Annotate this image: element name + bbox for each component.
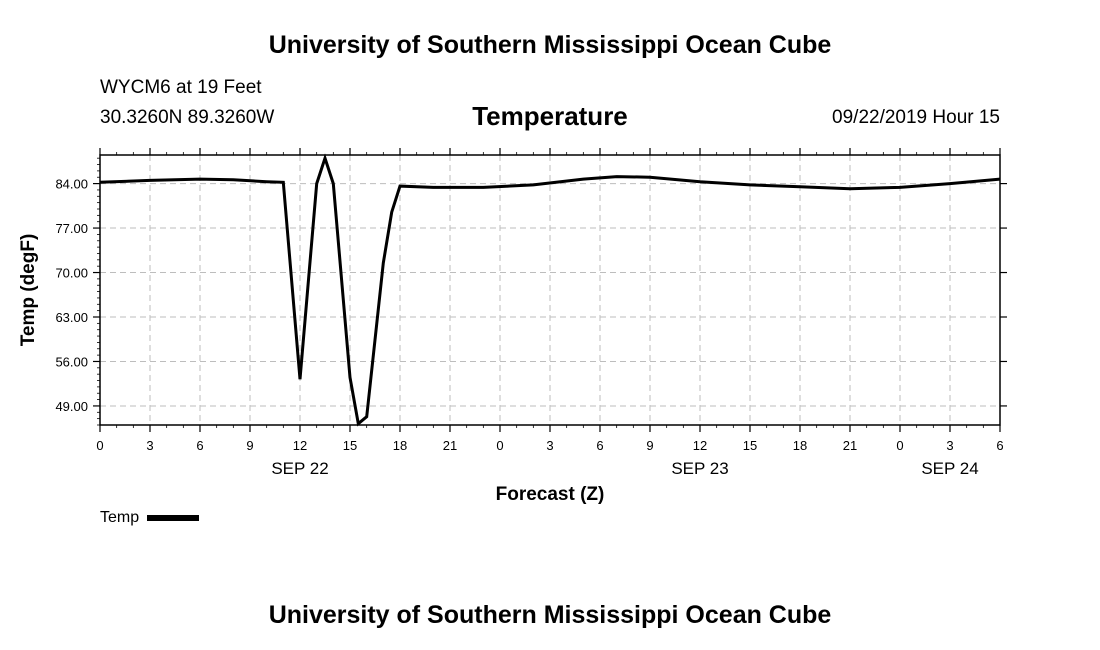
y-tick-label: 70.00 — [55, 266, 88, 281]
x-tick-label: 3 — [946, 438, 953, 453]
y-tick-label: 49.00 — [55, 399, 88, 414]
x-tick-label: 3 — [146, 438, 153, 453]
station-label: WYCM6 at 19 Feet — [100, 77, 262, 98]
x-tick-label: 15 — [743, 438, 757, 453]
x-tick-label: 3 — [546, 438, 553, 453]
x-tick-label: 12 — [693, 438, 707, 453]
chart-title-bottom: University of Southern Mississippi Ocean… — [268, 601, 832, 629]
y-axis-title: Temp (degF) — [18, 234, 39, 347]
y-tick-label: 84.00 — [55, 177, 88, 192]
x-tick-label: 0 — [96, 438, 103, 453]
x-tick-label: 0 — [496, 438, 503, 453]
day-label: SEP 22 — [271, 459, 328, 478]
x-tick-label: 18 — [793, 438, 807, 453]
x-tick-label: 9 — [646, 438, 653, 453]
grid — [99, 155, 1001, 425]
forecast-datetime: 09/22/2019 Hour 15 — [832, 107, 1000, 128]
x-tick-label: 18 — [393, 438, 407, 453]
chart-title-top: University of Southern Mississippi Ocean… — [268, 31, 832, 59]
x-tick-label: 9 — [246, 438, 253, 453]
coordinates-label: 30.3260N 89.3260W — [100, 107, 275, 128]
y-tick-label: 63.00 — [55, 310, 88, 325]
y-tick-label: 56.00 — [55, 354, 88, 369]
legend-swatch-temp — [147, 515, 200, 521]
day-labels: SEP 22 SEP 23 SEP 24 — [271, 459, 978, 478]
chart-subtitle: Temperature — [472, 101, 628, 131]
y-axis: 49.00 56.00 63.00 70.00 77.00 84.00 — [55, 157, 1007, 426]
x-tick-label: 6 — [996, 438, 1003, 453]
x-tick-label: 0 — [896, 438, 903, 453]
x-axis-title: Forecast (Z) — [496, 484, 605, 505]
series-layer — [99, 153, 1001, 427]
series-line-temp — [99, 153, 1001, 427]
x-tick-label: 21 — [443, 438, 457, 453]
x-tick-label: 15 — [343, 438, 357, 453]
day-label: SEP 23 — [671, 459, 728, 478]
legend-label-temp: Temp — [100, 509, 140, 526]
legend: Temp — [100, 509, 200, 527]
x-tick-label: 12 — [293, 438, 307, 453]
x-axis: 0 3 6 9 12 15 18 21 0 3 6 9 12 15 18 21 0 3 6 — [96, 148, 1004, 453]
x-tick-label: 6 — [196, 438, 203, 453]
x-tick-label: 21 — [843, 438, 857, 453]
day-label: SEP 24 — [921, 459, 978, 478]
y-tick-label: 77.00 — [55, 221, 88, 236]
x-tick-label: 6 — [596, 438, 603, 453]
